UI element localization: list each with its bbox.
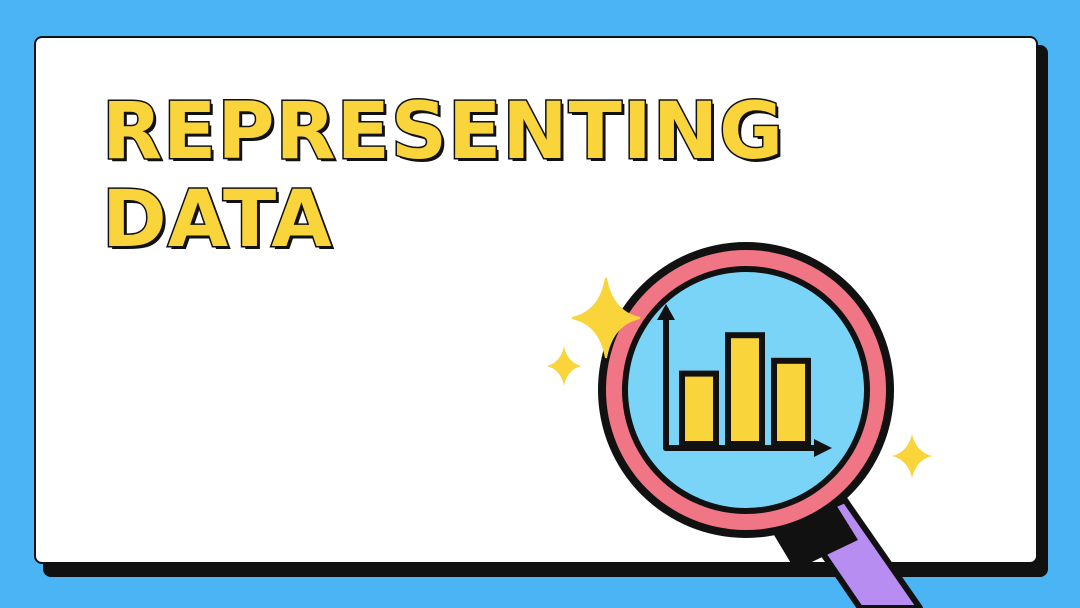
title-line-2: DATA <box>100 175 333 266</box>
slide-title: REPRESENTING DATA <box>100 87 785 266</box>
title-line-1: REPRESENTING <box>100 87 785 178</box>
